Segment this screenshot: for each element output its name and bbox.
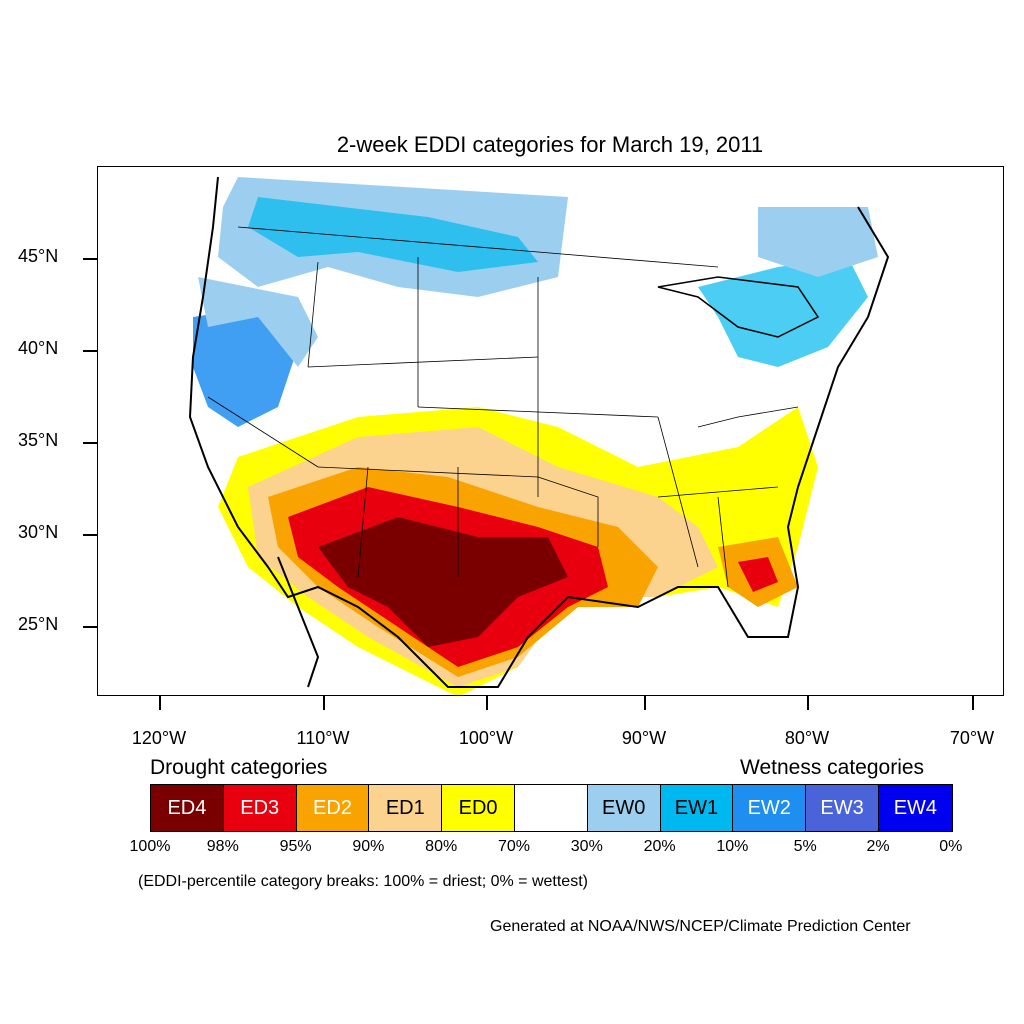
percentile-label: 0% <box>939 838 963 855</box>
map-frame <box>97 166 1004 696</box>
legend-cell-ed2: ED2 <box>296 785 370 831</box>
percentile-label: 5% <box>793 838 817 855</box>
wet-region-great-lakes <box>698 257 868 367</box>
lat-label: 30°N <box>18 522 59 542</box>
legend-cell-ew0: EW0 <box>587 785 661 831</box>
percentile-label: 80% <box>425 838 458 855</box>
legend-cell-ew3: EW3 <box>806 785 879 831</box>
wet-region-north-core <box>248 197 538 272</box>
lat-tick <box>83 534 97 536</box>
lat-label: 25°N <box>18 614 59 634</box>
legend-cell-ew2: EW2 <box>733 785 807 831</box>
percentile-label: 10% <box>716 838 749 855</box>
lon-label: 80°W <box>784 728 830 748</box>
lon-label: 90°W <box>621 728 667 748</box>
wet-region-northwest-outer <box>198 277 318 367</box>
baja-outline <box>277 556 320 688</box>
lat-tick <box>83 442 97 444</box>
lat-label: 35°N <box>18 430 59 450</box>
lat-label: 45°N <box>18 246 59 266</box>
lat-tick <box>83 350 97 352</box>
legend-cell-ed0: ED0 <box>442 785 515 831</box>
lat-tick <box>83 626 97 628</box>
category-note: (EDDI-percentile category breaks: 100% =… <box>138 873 588 890</box>
legend-cell-ed1: ED1 <box>369 785 443 831</box>
lon-label: 120°W <box>131 728 187 748</box>
legend-cell-ed4: ED4 <box>151 785 224 831</box>
percentile-label: 70% <box>497 838 531 855</box>
wet-region-northwest <box>193 307 298 427</box>
state-boundaries <box>207 226 799 588</box>
lon-tick <box>807 696 809 710</box>
eddi-map <box>188 176 890 695</box>
legend-cell-ew1: EW1 <box>660 785 734 831</box>
ed4-region <box>318 517 568 647</box>
legend-cell-neutral <box>514 785 588 831</box>
ed3-southeast <box>738 557 778 592</box>
lon-label: 70°W <box>949 728 995 748</box>
percentile-label: 90% <box>352 838 385 855</box>
percentile-label: 2% <box>866 838 890 855</box>
wetness-heading: Wetness categories <box>740 756 925 779</box>
percentile-label: 100% <box>129 838 171 855</box>
lon-tick <box>323 696 325 710</box>
legend-cell-ed3: ED3 <box>223 785 297 831</box>
legend-colorbar: ED4 ED3 ED2 ED1 ED0 EW0 EW1 EW2 EW3 EW4 <box>150 784 953 832</box>
percentile-label: 30% <box>570 838 603 855</box>
percentile-label: 20% <box>643 838 676 855</box>
lon-tick <box>486 696 488 710</box>
lat-tick <box>83 258 97 260</box>
drought-heading: Drought categories <box>150 756 328 779</box>
percentile-label: 98% <box>206 838 239 855</box>
lon-tick <box>159 696 161 710</box>
great-lakes-outline <box>657 276 820 338</box>
legend-cell-ew4: EW4 <box>878 785 952 831</box>
map-title: 2-week EDDI categories for March 19, 201… <box>336 132 764 157</box>
percentile-label: 95% <box>279 838 312 855</box>
wet-region-northeast <box>758 207 878 277</box>
lon-label: 110°W <box>296 728 350 748</box>
coastline <box>188 176 890 688</box>
lat-label: 40°N <box>18 338 59 358</box>
lon-tick <box>644 696 646 710</box>
lon-label: 100°W <box>458 728 514 748</box>
credit-text: Generated at NOAA/NWS/NCEP/Climate Predi… <box>490 918 911 935</box>
lon-tick <box>972 696 974 710</box>
